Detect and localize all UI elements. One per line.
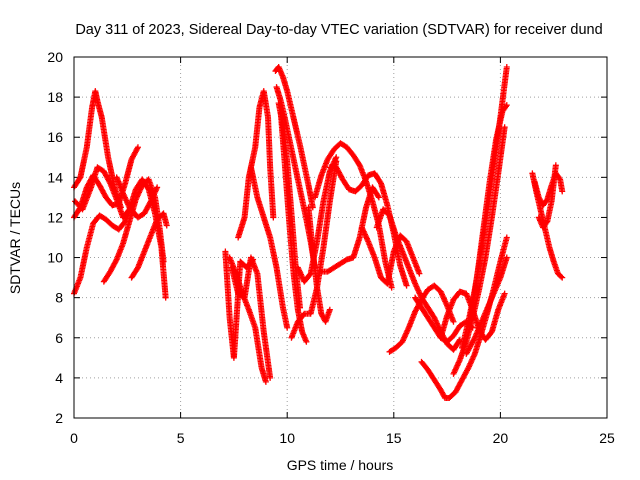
y-tick-label: 16	[47, 129, 63, 145]
x-tick-label: 5	[177, 430, 185, 446]
data-point	[76, 205, 83, 212]
data-point	[267, 374, 274, 381]
y-tick-label: 14	[47, 169, 63, 185]
y-tick-label: 18	[47, 89, 63, 105]
data-point	[163, 222, 170, 229]
data-point	[162, 294, 169, 301]
x-tick-label: 20	[493, 430, 509, 446]
y-tick-label: 4	[55, 370, 63, 386]
data-point	[154, 184, 161, 191]
data-point	[134, 144, 141, 151]
y-tick-label: 20	[47, 49, 63, 65]
x-tick-label: 15	[386, 430, 402, 446]
x-tick-label: 10	[279, 430, 295, 446]
x-axis-label: GPS time / hours	[287, 457, 394, 473]
data-point	[284, 324, 291, 331]
data-point	[160, 258, 167, 265]
data-point	[262, 378, 269, 385]
data-point	[270, 214, 277, 221]
y-tick-label: 8	[55, 290, 63, 306]
y-tick-label: 10	[47, 250, 63, 266]
x-tick-label: 0	[70, 430, 78, 446]
x-tick-label: 25	[599, 430, 615, 446]
data-point	[134, 145, 141, 152]
data-point	[112, 257, 119, 264]
data-points	[71, 64, 566, 401]
y-tick-label: 2	[55, 410, 63, 426]
data-point	[106, 179, 113, 186]
chart-title: Day 311 of 2023, Sidereal Day-to-day VTE…	[75, 22, 602, 38]
data-point	[76, 175, 83, 182]
data-point	[303, 338, 310, 345]
y-axis-label: SDTVAR / TECUs	[7, 182, 23, 294]
y-tick-label: 12	[47, 209, 63, 225]
y-tick-label: 6	[55, 330, 63, 346]
